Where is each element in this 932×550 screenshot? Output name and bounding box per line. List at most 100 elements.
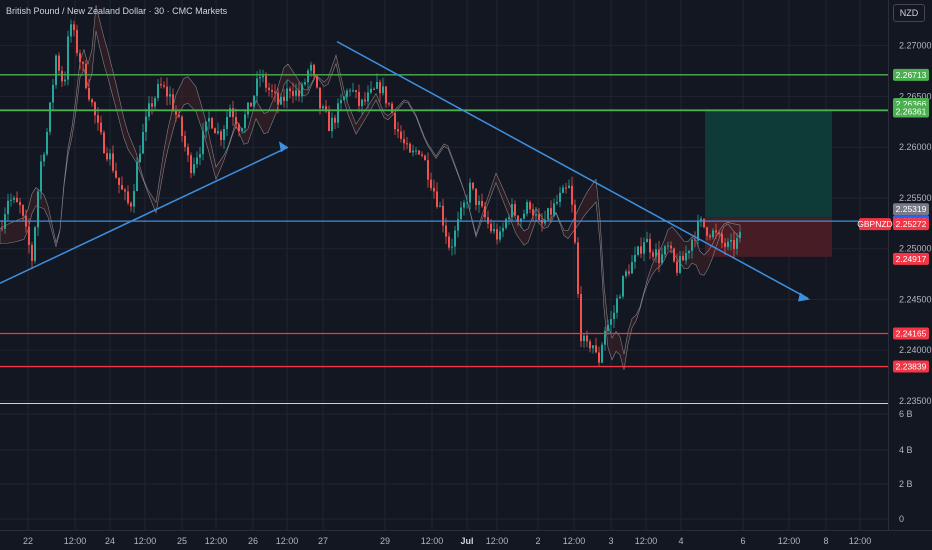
candle-body	[691, 239, 693, 251]
candle-body	[370, 88, 372, 93]
volume-tick-label: 4 B	[899, 445, 913, 455]
candle-body	[145, 116, 147, 132]
candle-body	[574, 204, 576, 243]
candle-body	[202, 131, 204, 155]
price-tick-label: 2.27000	[899, 41, 932, 51]
candle-body	[367, 92, 369, 102]
candle-body	[352, 90, 354, 92]
candle-body	[160, 84, 162, 86]
candle-body	[175, 110, 177, 115]
candle-body	[739, 232, 741, 239]
candle-body	[310, 64, 312, 71]
candle-body	[484, 206, 486, 218]
candle-body	[646, 238, 648, 243]
candle-body	[289, 88, 291, 92]
candle-body	[703, 218, 705, 228]
candle-body	[124, 189, 126, 192]
candle-body	[22, 205, 24, 216]
candle-body	[547, 208, 549, 220]
candle-body	[376, 82, 378, 89]
candle-body	[88, 88, 90, 100]
candle-body	[196, 157, 198, 165]
candle-body	[286, 88, 288, 102]
candle-body	[400, 131, 402, 139]
candle-body	[85, 63, 87, 89]
candle-body	[67, 36, 69, 80]
candle-body	[7, 200, 9, 215]
time-tick-label: 24	[105, 536, 115, 546]
candle-body	[13, 197, 15, 200]
volume-tick-label: 2 B	[899, 479, 913, 489]
candle-body	[46, 131, 48, 155]
candle-body	[97, 115, 99, 123]
candle-body	[322, 106, 324, 109]
candle-body	[727, 241, 729, 248]
candle-body	[127, 191, 129, 203]
candle-body	[211, 118, 213, 129]
volume-tick-label: 0	[899, 514, 904, 524]
candle-body	[106, 153, 108, 160]
loss-zone	[705, 217, 832, 257]
candle-body	[19, 202, 21, 206]
candle-body	[421, 154, 423, 156]
candle-body	[298, 90, 300, 97]
candle-body	[454, 230, 456, 247]
candle-body	[34, 227, 36, 261]
candle-body	[535, 214, 537, 216]
candle-body	[616, 298, 618, 313]
candle-body	[724, 242, 726, 248]
candle-body	[538, 214, 540, 220]
candle-body	[262, 75, 264, 78]
candle-body	[250, 102, 252, 107]
candle-body	[343, 96, 345, 101]
time-tick-label: 12:00	[205, 536, 228, 546]
candle-body	[529, 202, 531, 210]
candle-body	[718, 232, 720, 234]
symbol-title: British Pound / New Zealand Dollar · 30 …	[6, 6, 228, 16]
candle-body	[178, 114, 180, 117]
time-tick-label: 12:00	[563, 536, 586, 546]
candle-body	[562, 187, 564, 193]
trend-arrow-down	[798, 292, 810, 302]
candle-body	[502, 227, 504, 232]
candle-body	[226, 116, 228, 130]
price-tick-label: 2.25500	[899, 193, 932, 203]
candle-body	[184, 135, 186, 147]
trend-line-up	[0, 146, 289, 284]
time-tick-label: 12:00	[421, 536, 444, 546]
candle-body	[721, 233, 723, 243]
candle-body	[229, 108, 231, 117]
candle-body	[214, 128, 216, 134]
candle-body	[151, 103, 153, 107]
candle-body	[673, 248, 675, 262]
candle-body	[385, 86, 387, 104]
candle-body	[193, 164, 195, 174]
candle-body	[292, 91, 294, 96]
candle-body	[112, 153, 114, 171]
candle-body	[493, 229, 495, 232]
candle-body	[448, 236, 450, 248]
candle-body	[379, 82, 381, 94]
candle-body	[469, 182, 471, 203]
candle-body	[340, 100, 342, 104]
candle-body	[235, 117, 237, 125]
candle-body	[382, 86, 384, 94]
candle-body	[589, 341, 591, 349]
currency-badge[interactable]: NZD	[893, 4, 925, 22]
candle-body	[610, 319, 612, 325]
candle-body	[163, 85, 165, 87]
candle-body	[496, 229, 498, 240]
candle-body	[373, 88, 375, 90]
badge-support-1: 2.24165	[896, 328, 927, 338]
candle-body	[457, 219, 459, 231]
badge-support-2-bg	[893, 360, 929, 373]
candle-body	[670, 245, 672, 249]
volume-tick-label: 6 B	[899, 409, 913, 419]
candle-body	[73, 24, 75, 31]
candle-body	[283, 96, 285, 102]
candle-body	[208, 118, 210, 122]
time-tick-label: 6	[740, 536, 745, 546]
candle-body	[451, 246, 453, 248]
